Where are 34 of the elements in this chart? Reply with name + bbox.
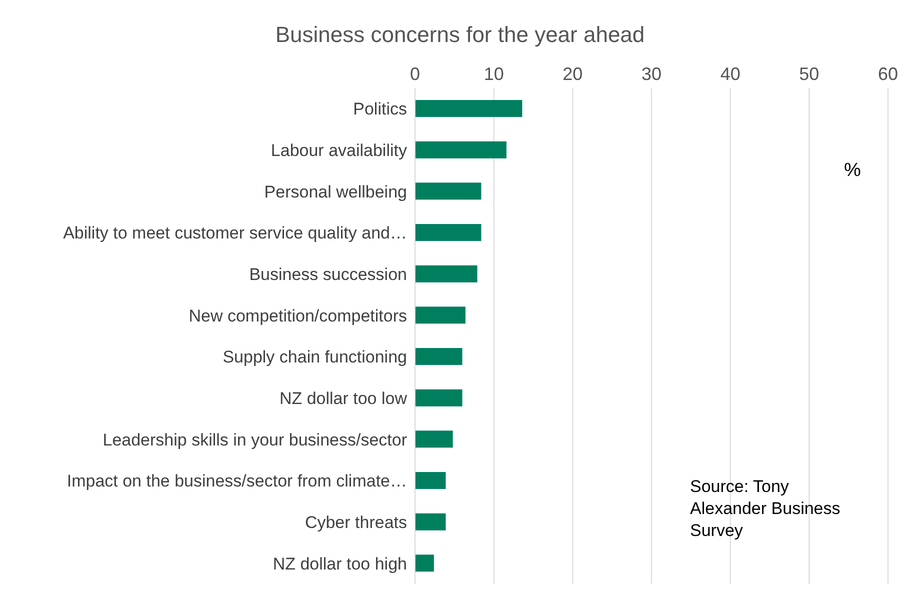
y-tick-label: Cyber threats <box>304 513 407 532</box>
y-tick-label: New competition/competitors <box>188 306 407 326</box>
chart-title: Business concerns for the year ahead <box>274 22 646 48</box>
y-tick-label: Impact on the business/sector from climate… <box>66 472 407 491</box>
x-tick-label: 40 <box>720 64 740 84</box>
bar <box>415 224 482 241</box>
bar <box>415 472 446 489</box>
x-tick-label: 10 <box>484 64 504 84</box>
bar <box>415 513 446 530</box>
annotation: % <box>844 160 862 182</box>
y-tick-label: Politics <box>353 100 407 119</box>
bar <box>415 430 453 448</box>
bar <box>415 265 478 282</box>
bar <box>415 389 462 406</box>
y-tick-label: Labour availability <box>270 141 408 160</box>
bar <box>415 348 462 365</box>
y-tick-label: Personal wellbeing <box>264 182 407 202</box>
y-tick-label: Leadership skills in your business/sector <box>102 430 408 450</box>
y-tick-label: Business succession <box>249 265 407 284</box>
bar <box>415 306 466 324</box>
x-tick-label: 30 <box>641 64 662 84</box>
y-tick-label: Supply chain functioning <box>222 348 407 367</box>
y-tick-label: Ability to meet customer service quality and… <box>63 224 407 243</box>
bar <box>415 100 522 117</box>
annotation: Source: Tony Alexander Business Survey <box>690 476 842 542</box>
y-tick-label: NZ dollar too high <box>272 554 407 574</box>
x-tick-label: 60 <box>878 64 898 84</box>
bar <box>415 554 434 572</box>
bar <box>415 182 482 200</box>
x-tick-label: 0 <box>410 64 420 84</box>
x-tick-label: 50 <box>799 64 820 84</box>
bar <box>415 141 506 158</box>
y-tick-label: NZ dollar too low <box>279 389 408 408</box>
x-tick-label: 20 <box>562 64 583 84</box>
